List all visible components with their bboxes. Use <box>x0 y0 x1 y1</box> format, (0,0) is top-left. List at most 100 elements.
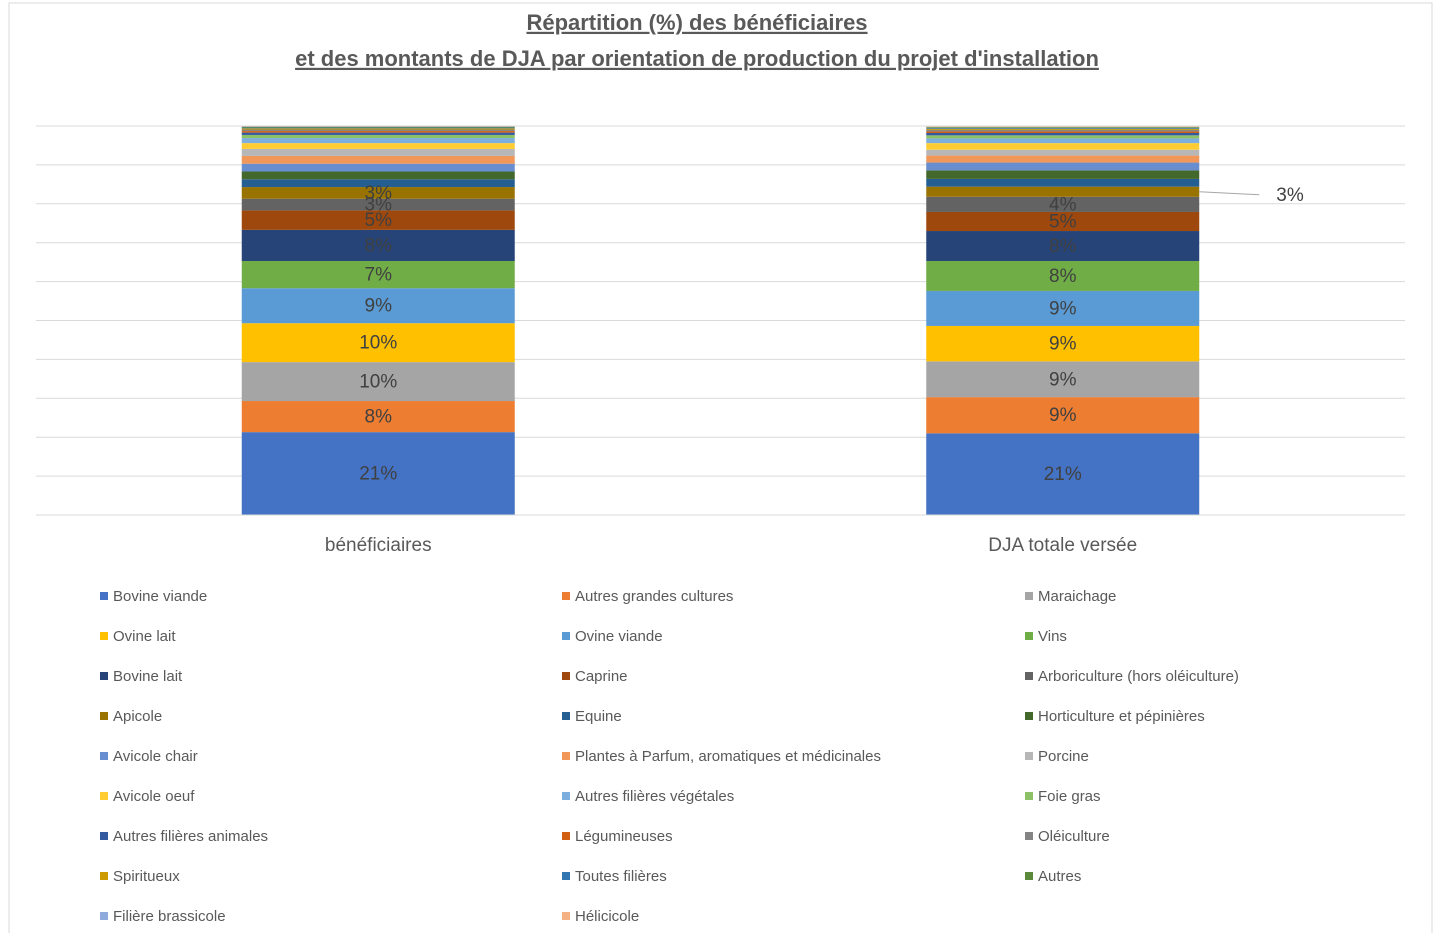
bar-segment <box>926 290 1200 326</box>
legend-swatch <box>1025 712 1033 720</box>
legend-label: Ovine viande <box>575 628 663 645</box>
legend-swatch <box>1025 792 1033 800</box>
bar-segment <box>926 133 1200 136</box>
legend-label: Filière brassicole <box>113 908 226 925</box>
legend-label: Spiritueux <box>113 868 180 885</box>
bar-segment <box>241 134 515 139</box>
data-label: 5% <box>1049 212 1077 233</box>
data-label: 8% <box>365 407 393 428</box>
chart-frame <box>8 2 1433 933</box>
bar-segment <box>241 143 515 149</box>
bar-segment <box>926 127 1200 128</box>
legend-label: Avicole chair <box>113 748 198 765</box>
data-label: 4% <box>1049 194 1077 215</box>
bar-segment <box>241 401 515 433</box>
legend-swatch <box>562 832 570 840</box>
data-label: 7% <box>365 265 393 286</box>
legend-swatch <box>100 872 108 880</box>
bar-segment <box>241 155 515 164</box>
bar-segment <box>926 231 1200 261</box>
data-label: 10% <box>359 333 397 354</box>
bar-segment <box>926 170 1200 179</box>
legend-swatch <box>100 672 108 680</box>
legend-swatch <box>100 592 108 600</box>
legend-swatch <box>562 632 570 640</box>
bar-segment <box>926 143 1200 150</box>
legend-label: Foie gras <box>1038 788 1101 805</box>
legend-swatch <box>100 912 108 920</box>
data-label: 10% <box>359 372 397 393</box>
bar-segment <box>241 131 515 133</box>
bar-segment <box>926 127 1200 129</box>
legend-label: Autres filières animales <box>113 828 268 845</box>
data-label: 8% <box>1049 236 1077 257</box>
bar-segment <box>241 323 515 363</box>
bar-segment <box>241 288 515 324</box>
bar-segment <box>926 361 1200 398</box>
bar-segment <box>241 229 515 261</box>
bar-segment <box>926 178 1200 187</box>
bar-segment <box>241 163 515 172</box>
data-label: 3% <box>365 195 393 216</box>
bar-segment <box>241 210 515 230</box>
bar-segment <box>926 155 1200 163</box>
legend-label: Plantes à Parfum, aromatiques et médicin… <box>575 748 881 765</box>
bar-segment <box>926 196 1200 212</box>
data-label: 21% <box>359 464 397 485</box>
chart-title: Répartition (%) des bénéficiaires <box>526 10 867 35</box>
bar-segment <box>241 148 515 156</box>
data-label: 9% <box>1049 298 1077 319</box>
data-label: 9% <box>1049 369 1077 390</box>
bar-segment <box>241 432 515 515</box>
bar-segment <box>926 131 1200 134</box>
legend-label: Oléiculture <box>1038 828 1110 845</box>
bar-segment <box>241 187 515 199</box>
bar-segment <box>926 325 1200 362</box>
data-label: 5% <box>365 210 393 231</box>
bar-segment <box>241 179 515 188</box>
bar-segment <box>241 171 515 180</box>
x-tick-label: bénéficiaires <box>325 535 432 556</box>
data-label: 9% <box>365 296 393 317</box>
bar-segment <box>241 132 515 135</box>
legend-swatch <box>1025 632 1033 640</box>
legend-label: Bovine viande <box>113 588 207 605</box>
bar-segment <box>926 129 1200 132</box>
data-label: 3% <box>1276 185 1304 206</box>
bar-segment <box>926 397 1200 434</box>
legend-swatch <box>562 792 570 800</box>
legend-swatch <box>562 912 570 920</box>
bar-segment <box>926 128 1200 130</box>
legend-label: Hélicicole <box>575 908 639 925</box>
bar-segment <box>241 198 515 211</box>
bar-segment <box>926 149 1200 156</box>
legend-swatch <box>100 712 108 720</box>
legend-label: Vins <box>1038 628 1067 645</box>
legend-swatch <box>100 792 108 800</box>
legend-swatch <box>100 832 108 840</box>
leader-line <box>1199 191 1260 196</box>
x-tick-label: DJA totale versée <box>988 535 1137 556</box>
legend-swatch <box>1025 872 1033 880</box>
legend-swatch <box>562 712 570 720</box>
legend-label: Horticulture et pépinières <box>1038 708 1205 725</box>
legend-swatch <box>1025 592 1033 600</box>
bar-segment <box>926 138 1200 144</box>
legend-swatch <box>562 592 570 600</box>
legend-label: Arboriculture (hors oléiculture) <box>1038 668 1239 685</box>
legend-swatch <box>1025 832 1033 840</box>
legend-label: Equine <box>575 708 622 725</box>
legend-swatch <box>1025 752 1033 760</box>
legend-label: Légumineuses <box>575 828 673 845</box>
legend-label: Avicole oeuf <box>113 788 195 805</box>
chart-title: et des montants de DJA par orientation d… <box>295 46 1099 71</box>
bar-segment <box>926 186 1200 197</box>
legend-label: Apicole <box>113 708 162 725</box>
data-label: 8% <box>1049 266 1077 287</box>
data-label: 3% <box>365 183 393 204</box>
data-label: 8% <box>365 235 393 256</box>
legend-swatch <box>562 872 570 880</box>
legend-label: Autres grandes cultures <box>575 588 733 605</box>
legend-label: Caprine <box>575 668 628 685</box>
bar-segment <box>241 129 515 132</box>
